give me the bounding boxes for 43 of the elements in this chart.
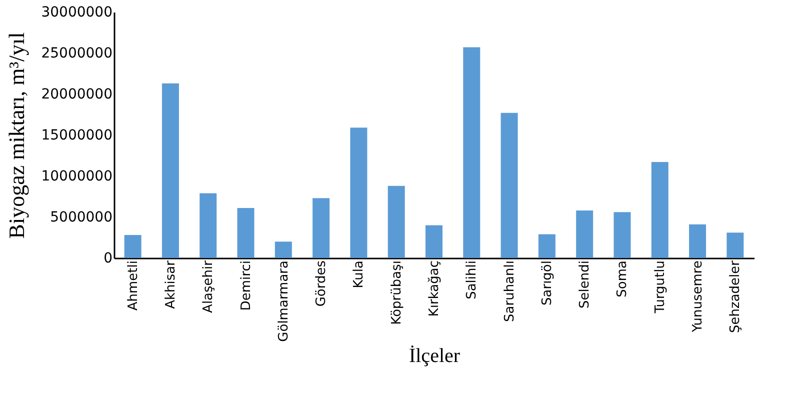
x-tick-label: Gölmarmara [276, 260, 292, 342]
bar [162, 83, 179, 258]
bar [500, 112, 518, 258]
bar [426, 225, 442, 258]
x-tick-label: Soma [615, 260, 630, 298]
bar [538, 234, 556, 258]
x-tick-label: Ahmetli [126, 260, 141, 311]
bar [237, 208, 254, 258]
x-tick-label: Kırkağaç [427, 260, 442, 317]
y-tick-label: 15000000 [41, 128, 112, 144]
bar [576, 210, 594, 258]
x-tick-label: Sarıgöl [540, 260, 555, 306]
x-tick-label: Köprübaşı [389, 260, 404, 325]
x-tick-label: Gördes [314, 260, 330, 307]
x-tick-label: Şehzadeler [728, 260, 744, 333]
bar [124, 235, 142, 258]
bar [274, 242, 292, 258]
bar [689, 224, 706, 258]
x-axis-title: İlçeler [408, 344, 460, 367]
x-tick-label: Turgutlu [652, 260, 668, 314]
x-tick-label: Selendi [578, 260, 593, 308]
bar [614, 212, 631, 258]
bar [312, 198, 330, 258]
bar [726, 232, 744, 258]
x-tick-label: Salihli [464, 260, 480, 300]
bar [463, 47, 480, 258]
x-tick-label: Kula [352, 260, 367, 288]
x-tick-label: Saruhanlı [502, 260, 518, 322]
y-tick-label: 30000000 [41, 4, 112, 20]
bar [388, 186, 405, 258]
y-tick-label: 20000000 [41, 86, 112, 102]
x-tick-label: Yunusemre [690, 260, 706, 334]
y-tick-label: 10000000 [41, 168, 112, 184]
x-tick-label: Alaşehir [201, 260, 216, 313]
x-tick-label: Akhisar [163, 260, 178, 309]
y-tick-label: 25000000 [41, 46, 112, 62]
bar [350, 128, 368, 258]
x-tick-label: Demirci [238, 260, 254, 311]
bar [200, 193, 217, 258]
y-tick-label: 0 [104, 250, 112, 266]
y-axis-title: Biyogaz miktarı, m³/yıl [4, 32, 30, 239]
y-tick-label: 5000000 [50, 210, 112, 226]
bar [651, 162, 668, 258]
